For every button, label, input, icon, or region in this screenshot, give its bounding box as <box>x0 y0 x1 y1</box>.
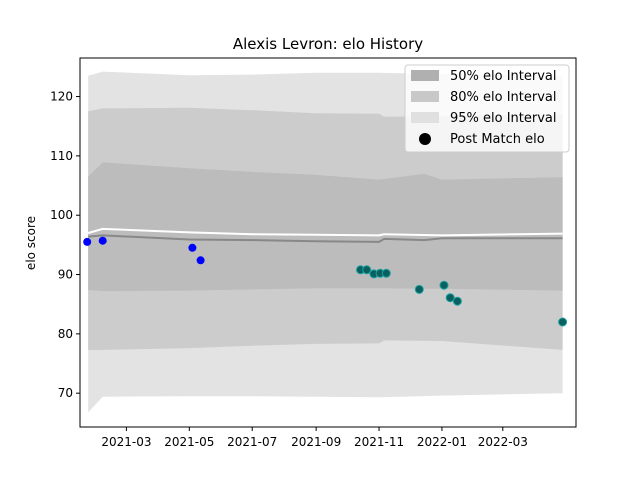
band-50-pct <box>88 162 563 292</box>
chart-title: Alexis Levron: elo History <box>233 35 423 53</box>
y-tick-label: 110 <box>50 149 73 163</box>
legend-label-50: 50% elo Interval <box>450 69 557 84</box>
elo-lines <box>87 227 563 243</box>
y-axis-label: elo score <box>24 216 38 270</box>
x-tick-label: 2021-05 <box>164 435 214 449</box>
y-tick-label: 120 <box>50 90 73 104</box>
post-match-points <box>83 236 568 327</box>
y-tick-label: 90 <box>58 268 73 282</box>
x-tick-label: 2021-11 <box>354 435 404 449</box>
legend-box <box>404 64 570 153</box>
legend-swatch-80 <box>411 91 439 102</box>
post-match-point <box>414 284 424 294</box>
y-axis-ticks: 70 80 90 100 110 120 <box>50 90 80 400</box>
x-axis-ticks: 2021-03 2021-05 2021-07 2021-09 2021-11 2022-… <box>101 427 528 449</box>
y-tick-label: 80 <box>58 327 73 341</box>
x-tick-label: 2021-03 <box>101 435 151 449</box>
median-elo-line <box>88 234 563 243</box>
legend-swatch-50 <box>411 70 439 81</box>
legend: 50% elo Interval 80% elo Interval 95% el… <box>404 64 570 153</box>
post-match-point <box>381 268 391 278</box>
post-match-point <box>439 280 449 290</box>
x-tick-label: 2022-01 <box>417 435 467 449</box>
plot-frame <box>79 57 577 428</box>
post-match-point <box>98 236 107 245</box>
legend-swatch-95 <box>411 112 439 123</box>
post-match-point <box>196 256 205 265</box>
expected-elo-line <box>87 227 563 237</box>
post-match-point <box>83 237 92 246</box>
legend-label-95: 95% elo Interval <box>450 111 557 126</box>
legend-label-post-match: Post Match elo <box>450 132 545 147</box>
y-tick-label: 70 <box>58 386 73 400</box>
post-match-point <box>452 296 462 306</box>
post-match-point <box>558 317 568 327</box>
post-match-point <box>188 243 197 252</box>
y-tick-label: 100 <box>50 208 73 222</box>
x-tick-label: 2021-09 <box>291 435 341 449</box>
x-tick-label: 2022-03 <box>478 435 528 449</box>
x-tick-label: 2021-07 <box>227 435 277 449</box>
legend-label-80: 80% elo Interval <box>450 90 557 105</box>
legend-marker-post-match <box>419 133 431 145</box>
post-match-point <box>445 293 455 303</box>
post-match-point <box>362 265 372 275</box>
